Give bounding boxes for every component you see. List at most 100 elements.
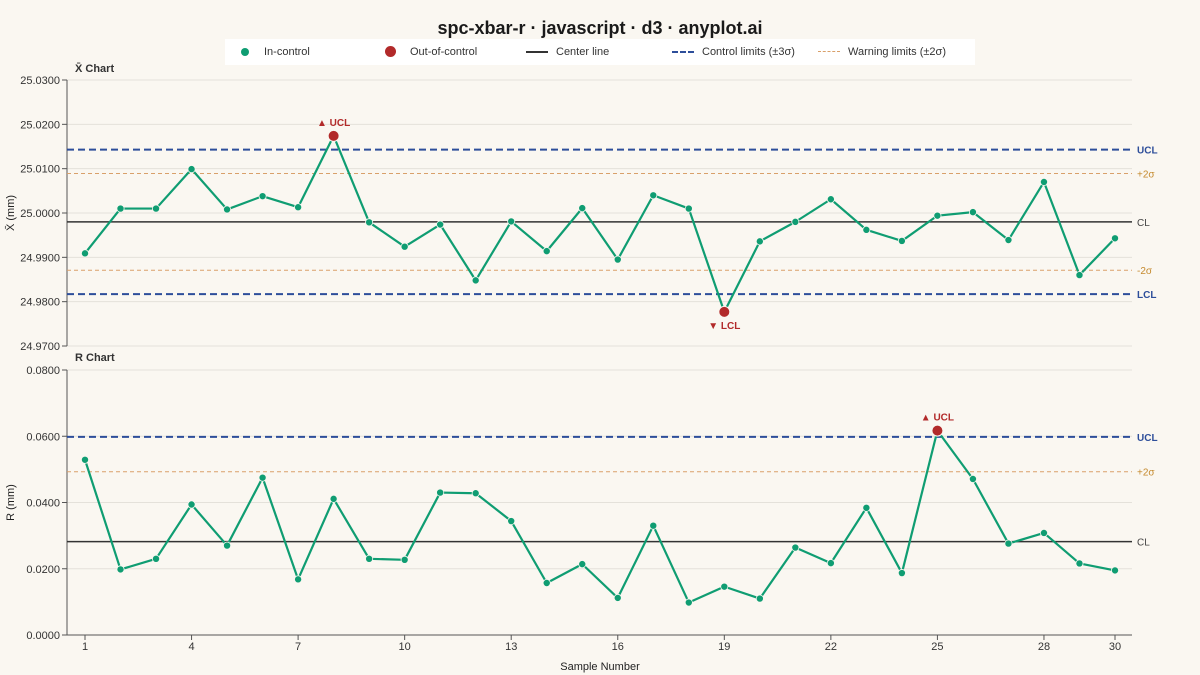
r-data-point: [258, 473, 267, 482]
r-ytick-label: 0.0800: [26, 365, 60, 377]
legend-label-center-line: Center line: [556, 46, 610, 58]
xbar-data-point: [613, 255, 622, 264]
r-ytick-label: 0.0400: [26, 498, 60, 510]
xbar-ytick-label: 25.0200: [20, 119, 60, 131]
x-tick-label: 25: [931, 641, 943, 653]
xbar-data-point: [258, 192, 267, 201]
legend-label-control-limits: Control limits (±3σ): [702, 46, 795, 58]
x-tick-label: 30: [1109, 641, 1121, 653]
xbar-data-point: [116, 204, 125, 213]
r-series-line: [83, 429, 1116, 604]
r-data-point: [791, 543, 800, 552]
legend-label-warning-limits: Warning limits (±2σ): [848, 46, 946, 58]
xbar-center-label: CL: [1137, 218, 1150, 229]
xbar-series-line: [84, 134, 1116, 313]
chart-title: spc-xbar-r · javascript · d3 · anyplot.a…: [437, 18, 763, 38]
x-tick-label: 10: [399, 641, 411, 653]
xbar-data-point: [578, 204, 587, 213]
xbar-data-point: [684, 204, 693, 213]
in-control-marker-icon: [234, 39, 256, 65]
r-center-label: CL: [1137, 538, 1150, 549]
legend-item-control-limits: Control limits (±3σ): [672, 39, 795, 65]
r-data-point: [1039, 528, 1048, 537]
r-data-point: [755, 594, 764, 603]
r-data-point: [1075, 559, 1084, 568]
r-data-point: [436, 488, 445, 497]
xbar-annotation: ▲ UCL: [317, 118, 350, 129]
xbar-data-point: [968, 208, 977, 217]
xbar-data-point: [223, 205, 232, 214]
r-ytick-label: 0.0600: [26, 431, 60, 443]
control-limit-swatch-icon: [672, 39, 694, 65]
xbar-ucl-label: UCL: [1137, 146, 1158, 157]
legend-item-center-line: Center line: [526, 39, 609, 65]
r-warning-upper-label: +2σ: [1137, 468, 1155, 479]
xbar-warning-lower-label: -2σ: [1137, 266, 1153, 277]
xbar-data-point: [1004, 236, 1013, 245]
x-tick-label: 4: [188, 641, 194, 653]
xbar-lcl-label: LCL: [1137, 290, 1156, 301]
xbar-ytick-label: 25.0300: [20, 75, 60, 87]
r-data-point: [968, 474, 977, 483]
r-data-point: [542, 578, 551, 587]
xbar-data-point: [1111, 234, 1120, 243]
xbar-data-point: [897, 236, 906, 245]
xbar-data-point: [365, 218, 374, 227]
xbar-ytick-label: 24.9800: [20, 297, 60, 309]
xbar-data-point: [542, 247, 551, 256]
xbar-data-point: [755, 237, 764, 246]
xbar-ytick-label: 25.0000: [20, 208, 60, 220]
xbar-data-point: [933, 211, 942, 220]
r-data-point: [649, 521, 658, 530]
r-data-point: [1111, 566, 1120, 575]
xbar-data-point: [507, 217, 516, 226]
r-ucl-label: UCL: [1137, 433, 1158, 444]
xbar-data-point: [791, 217, 800, 226]
out-of-control-marker-icon: [380, 39, 402, 65]
xbar-ytick-label: 24.9700: [20, 341, 60, 353]
r-data-point: [613, 593, 622, 602]
r-data-point: [400, 555, 409, 564]
r-panel-title: R Chart: [75, 352, 115, 364]
r-data-point: [897, 569, 906, 578]
r-data-point: [1004, 539, 1013, 548]
xbar-data-point: [649, 191, 658, 200]
xbar-data-point: [1075, 271, 1084, 280]
r-data-point: [684, 598, 693, 607]
xbar-data-point: [826, 195, 835, 204]
xbar-y-axis-label: X̄ (mm): [4, 195, 17, 231]
r-annotation: ▲ UCL: [921, 413, 954, 424]
xbar-data-point: [436, 220, 445, 229]
r-data-point: [471, 489, 480, 498]
r-data-point: [187, 500, 196, 509]
legend-item-out-of-control: Out-of-control: [380, 39, 477, 65]
r-data-point: [223, 541, 232, 550]
r-data-point: [826, 559, 835, 568]
center-line-swatch-icon: [526, 39, 548, 65]
xbar-out-of-control-point: [718, 305, 731, 318]
warning-limit-swatch-icon: [818, 39, 840, 65]
xbar-out-of-control-point: [327, 129, 340, 142]
x-tick-label: 28: [1038, 641, 1050, 653]
r-out-of-control-point: [931, 424, 944, 437]
xbar-data-point: [187, 165, 196, 174]
xbar-ytick-label: 24.9900: [20, 252, 60, 264]
x-axis-label: Sample Number: [560, 661, 640, 673]
xbar-data-point: [471, 276, 480, 285]
x-tick-label: 7: [295, 641, 301, 653]
r-data-point: [294, 575, 303, 584]
x-tick-label: 13: [505, 641, 517, 653]
xbar-data-point: [152, 204, 161, 213]
legend: In-control Out-of-control Center line Co…: [225, 39, 975, 65]
xbar-ytick-label: 25.0100: [20, 164, 60, 176]
r-data-point: [329, 494, 338, 503]
xbar-data-point: [1039, 177, 1048, 186]
r-data-point: [116, 565, 125, 574]
r-ytick-label: 0.0000: [26, 630, 60, 642]
r-data-point: [152, 554, 161, 563]
r-y-axis-label: R (mm): [5, 484, 17, 521]
legend-label-in-control: In-control: [264, 46, 310, 58]
xbar-data-point: [294, 203, 303, 212]
